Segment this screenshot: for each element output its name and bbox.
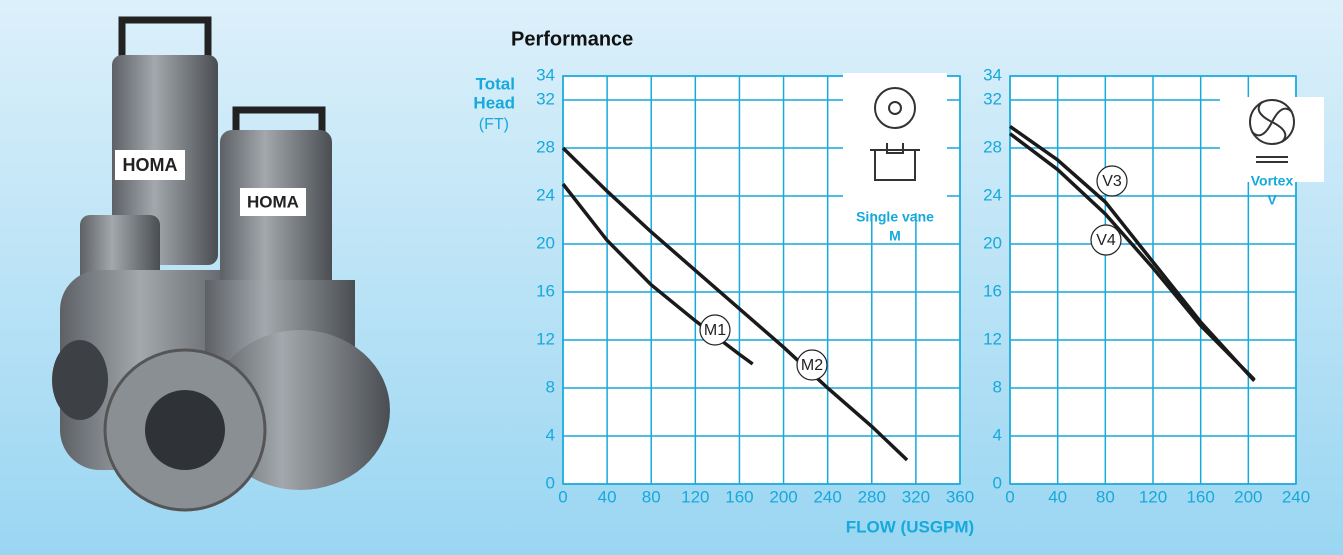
y-tick-label: 28 (983, 137, 1002, 156)
y-axis-label: Total (476, 74, 515, 93)
x-tick-label: 0 (1005, 487, 1014, 506)
x-tick-label: 240 (813, 487, 841, 506)
curve-label-circle (1096, 165, 1128, 197)
y-tick-label: 20 (983, 233, 1002, 252)
impeller-caption: M (889, 228, 901, 244)
x-tick-label: 40 (598, 487, 617, 506)
icon (874, 87, 916, 129)
x-tick-label: 160 (1186, 487, 1214, 506)
pump-image (52, 16, 390, 512)
x-axis-label: FLOW (USGPM) (846, 517, 974, 536)
curve (561, 146, 909, 462)
icon-box (843, 73, 947, 213)
y-tick-label: 16 (536, 281, 555, 300)
y-tick-label: 12 (983, 329, 1002, 348)
x-tick-label: 160 (725, 487, 753, 506)
y-axis-label: Head (473, 93, 515, 112)
x-tick-label: 320 (902, 487, 930, 506)
curve (1008, 132, 1256, 381)
curve-label-circle (699, 314, 731, 346)
curve-label: V4 (1096, 232, 1116, 249)
logo: HOMA (247, 192, 299, 211)
y-tick-label: 8 (546, 377, 555, 396)
icon (1256, 156, 1288, 163)
y-tick-label: 28 (536, 137, 555, 156)
y-tick-label: 4 (546, 425, 555, 444)
x-tick-label: 200 (1234, 487, 1262, 506)
y-tick-label: 24 (983, 185, 1002, 204)
curve-label: M1 (704, 322, 726, 339)
icon (1249, 99, 1295, 145)
curve (1008, 124, 1256, 382)
x-tick-label: 360 (946, 487, 974, 506)
x-tick-label: 280 (858, 487, 886, 506)
logo: HOMA (123, 155, 178, 175)
y-tick-label: 12 (536, 329, 555, 348)
x-tick-label: 80 (1096, 487, 1115, 506)
icon (870, 143, 920, 181)
x-tick-label: 0 (558, 487, 567, 506)
y-tick-label: 20 (536, 233, 555, 252)
x-tick-label: 240 (1282, 487, 1310, 506)
x-tick-label: 120 (681, 487, 709, 506)
curve-label-circle (1090, 224, 1122, 256)
curve-label: V3 (1102, 173, 1122, 190)
impeller-icon (1220, 97, 1324, 182)
x-tick-label: 200 (769, 487, 797, 506)
curve (561, 182, 754, 366)
y-tick-label: 34 (536, 65, 555, 84)
y-tick-label: 4 (993, 425, 1002, 444)
x-tick-label: 40 (1048, 487, 1067, 506)
impeller-caption: V (1267, 192, 1277, 208)
y-tick-label: 16 (983, 281, 1002, 300)
y-tick-label: 0 (546, 473, 555, 492)
impeller-caption: Single vane (856, 209, 934, 225)
curve-label: M2 (801, 357, 823, 374)
y-axis-unit: (FT) (479, 116, 509, 133)
chart-title: Performance (511, 28, 633, 50)
icon (888, 101, 902, 115)
icon (1251, 101, 1293, 143)
icon-box (1220, 97, 1324, 182)
impeller-icon (843, 73, 947, 213)
y-tick-label: 8 (993, 377, 1002, 396)
impeller-caption: Vortex (1251, 173, 1294, 189)
y-tick-label: 34 (983, 65, 1002, 84)
y-tick-label: 32 (983, 89, 1002, 108)
x-tick-label: 80 (642, 487, 661, 506)
y-tick-label: 24 (536, 185, 555, 204)
y-tick-label: 32 (536, 89, 555, 108)
curve-label-circle (796, 349, 828, 381)
x-tick-label: 120 (1139, 487, 1167, 506)
y-tick-label: 0 (993, 473, 1002, 492)
